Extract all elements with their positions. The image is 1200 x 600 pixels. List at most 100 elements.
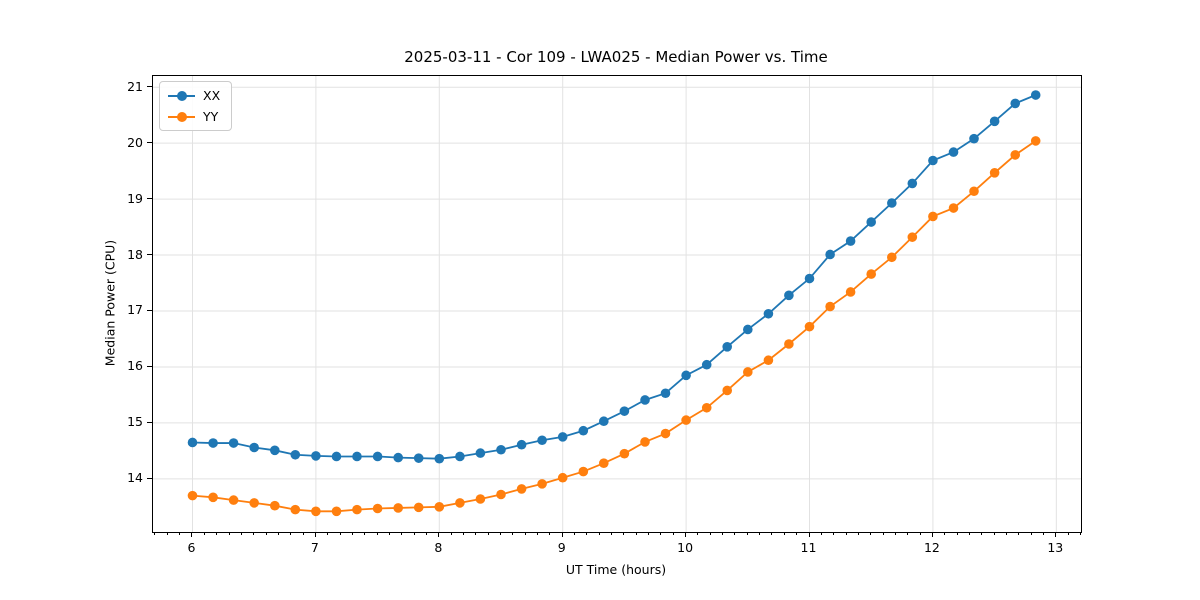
y-major-tick [147, 198, 152, 200]
x-tick-label: 9 [557, 540, 566, 555]
data-point-yy [825, 301, 835, 312]
x-tick-label: 10 [677, 540, 694, 555]
data-point-yy [660, 428, 671, 439]
data-point-xx [722, 342, 732, 352]
data-point-yy [763, 355, 774, 366]
x-minor-tick [1080, 532, 1081, 535]
data-point-xx [599, 416, 609, 427]
x-minor-tick [783, 532, 785, 535]
x-minor-tick [450, 532, 452, 535]
x-minor-tick [1067, 532, 1069, 535]
x-minor-tick [253, 532, 255, 535]
x-minor-tick [154, 532, 156, 535]
x-tick-label: 13 [1047, 540, 1064, 555]
x-minor-tick [537, 532, 539, 535]
data-point-yy [681, 415, 691, 425]
y-tick-label: 16 [127, 358, 143, 374]
data-point-yy [208, 492, 218, 503]
x-minor-tick [462, 532, 464, 535]
data-point-yy [928, 211, 938, 222]
x-minor-tick [746, 532, 748, 535]
x-axis-label: UT Time (hours) [565, 562, 667, 577]
x-minor-tick [1030, 532, 1032, 535]
data-point-xx [208, 438, 218, 448]
data-point-xx [352, 451, 362, 462]
data-point-xx [434, 453, 445, 464]
legend-item-xx: XX [168, 87, 220, 104]
x-minor-tick [500, 532, 501, 535]
legend-line-marker-sample [168, 111, 195, 122]
data-point-yy [516, 484, 527, 494]
legend-label-xx: XX [203, 88, 221, 103]
x-tick-label: 8 [434, 540, 443, 555]
x-minor-tick [660, 532, 662, 535]
x-minor-tick [968, 532, 970, 535]
data-point-yy [187, 490, 198, 501]
data-point-xx [660, 388, 671, 399]
data-point-xx [743, 324, 753, 335]
x-minor-tick [722, 532, 724, 535]
data-point-xx [866, 217, 877, 227]
data-point-yy [228, 495, 239, 505]
x-minor-tick [1005, 532, 1007, 535]
x-minor-tick [598, 532, 600, 535]
data-point-xx [311, 451, 321, 461]
data-point-xx [270, 445, 280, 456]
x-minor-tick [771, 532, 773, 535]
y-tick-label: 17 [127, 302, 143, 318]
data-point-xx [619, 406, 630, 416]
data-point-yy [475, 494, 486, 504]
data-point-xx [825, 249, 835, 260]
x-major-tick [191, 532, 193, 537]
data-point-xx [413, 453, 424, 463]
data-point-xx [372, 451, 383, 462]
data-point-yy [784, 339, 794, 349]
data-point-xx [887, 198, 897, 208]
data-point-xx [475, 448, 486, 458]
data-point-xx [784, 290, 794, 301]
x-minor-tick [339, 532, 341, 535]
x-minor-tick [919, 532, 921, 535]
x-tick-label: 7 [310, 540, 319, 555]
data-point-yy [1010, 150, 1021, 160]
x-minor-tick [672, 532, 674, 535]
data-point-yy [989, 168, 1000, 178]
data-point-yy [311, 506, 321, 517]
x-minor-tick [228, 532, 230, 535]
data-point-yy [1030, 136, 1041, 146]
x-minor-tick [993, 532, 995, 535]
y-major-tick [147, 421, 152, 423]
x-minor-tick [734, 532, 736, 535]
data-point-xx [557, 432, 568, 442]
x-minor-tick [388, 532, 390, 535]
x-major-tick [808, 532, 810, 537]
data-point-xx [701, 359, 712, 370]
legend: XX YY [159, 81, 233, 131]
x-minor-tick [611, 532, 613, 535]
x-minor-tick [425, 532, 427, 535]
data-point-xx [578, 425, 589, 436]
x-minor-tick [820, 532, 822, 535]
x-minor-tick [524, 532, 526, 535]
x-minor-tick [475, 532, 477, 535]
data-point-yy [845, 287, 856, 297]
x-minor-tick [882, 532, 884, 535]
x-major-tick [685, 532, 687, 537]
data-point-yy [866, 269, 877, 279]
x-minor-tick [1018, 532, 1020, 535]
x-minor-tick [944, 532, 946, 535]
data-point-yy [701, 402, 712, 413]
x-minor-tick [907, 532, 909, 535]
data-point-xx [928, 155, 938, 166]
x-minor-tick [179, 532, 181, 535]
x-minor-tick [277, 532, 279, 535]
data-point-yy [804, 321, 815, 332]
x-minor-tick [870, 532, 872, 535]
y-major-tick [147, 142, 152, 144]
data-point-yy [578, 466, 589, 477]
plot-area: XX YY [152, 75, 1082, 533]
data-point-xx [290, 449, 301, 460]
data-point-xx [989, 116, 1000, 127]
data-point-yy [393, 503, 403, 513]
